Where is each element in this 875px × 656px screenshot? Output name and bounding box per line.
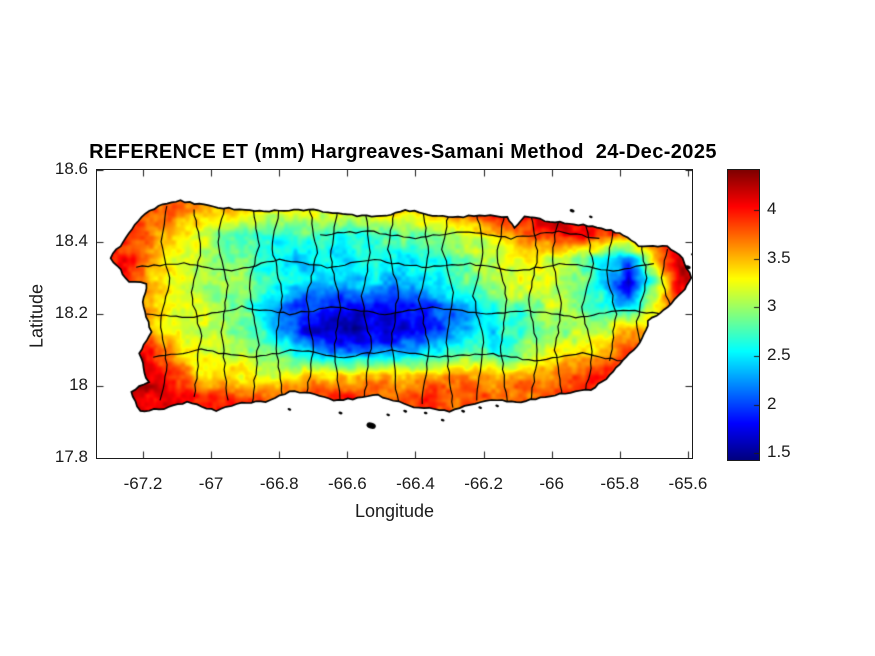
x-tick-label: -66.4 xyxy=(396,474,435,493)
x-tick-label: -66.2 xyxy=(464,474,503,493)
y-tick-label: 18 xyxy=(69,375,88,394)
colorbar-tick-label: 2 xyxy=(767,393,777,413)
colorbar-tick-label: 4 xyxy=(767,198,777,218)
y-tick-label: 18.2 xyxy=(54,303,88,322)
x-tick-label: -65.8 xyxy=(600,474,640,493)
y-tick-label: 18.6 xyxy=(54,159,88,178)
x-tick-label: -66.8 xyxy=(259,474,299,493)
y-tick-label: 17.8 xyxy=(54,447,88,466)
x-axis-label: Longitude xyxy=(354,501,435,521)
colorbar-tick-label: 2.5 xyxy=(767,344,791,364)
puerto-rico-et-heatmap xyxy=(96,169,693,459)
chart-title: REFERENCE ET (mm) Hargreaves-Samani Meth… xyxy=(89,141,717,163)
x-tick-label: -65.6 xyxy=(668,474,708,493)
x-tick-label: -66 xyxy=(539,474,564,493)
colorbar-tick-label: 3 xyxy=(767,296,777,316)
colorbar-tick-label: 3.5 xyxy=(767,247,791,267)
x-tick-label: -67.2 xyxy=(123,474,163,493)
y-tick-label: 18.4 xyxy=(54,231,88,250)
x-tick-label: -66.6 xyxy=(327,474,367,493)
colorbar xyxy=(727,169,760,461)
colorbar-tick-label: 1.5 xyxy=(767,442,791,462)
x-tick-label: -67 xyxy=(198,474,224,493)
